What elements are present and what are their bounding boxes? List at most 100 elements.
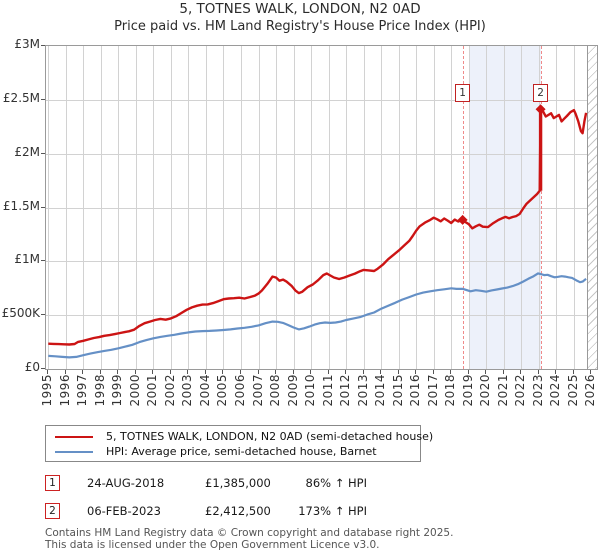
y-tickmark (41, 206, 45, 208)
x-tickmark (239, 370, 241, 374)
x-tickmark (310, 370, 312, 374)
x-tick-label: 2007 (250, 374, 265, 407)
x-tickmark (187, 370, 189, 374)
series-line (48, 108, 588, 346)
x-tick-label: 2006 (232, 374, 247, 407)
footer-line-2: This data is licensed under the Open Gov… (45, 538, 380, 551)
legend-line-blue (55, 450, 93, 453)
x-tick-label: 2020 (478, 374, 493, 407)
x-tickmark (222, 370, 224, 374)
x-tick-label: 2022 (513, 374, 528, 407)
x-tickmark (555, 370, 557, 374)
x-tick-label: 2008 (268, 374, 283, 407)
sale-row-2: 2 06-FEB-2023 £2,412,500 173% ↑ HPI (45, 503, 465, 521)
y-tick-label: £1M (14, 252, 40, 267)
x-tickmark (502, 370, 504, 374)
chart-subtitle: Price paid vs. HM Land Registry's House … (114, 19, 486, 34)
y-gridline (46, 99, 597, 101)
sale-1-vs-hpi: 86% ↑ HPI (305, 476, 367, 490)
x-tickmark (467, 370, 469, 374)
x-tick-label: 1999 (110, 374, 125, 407)
x-tick-label: 2004 (197, 374, 212, 407)
y-tickmark (41, 45, 45, 46)
sale-2-flag: 2 (45, 503, 60, 519)
x-tick-label: 1998 (92, 374, 107, 407)
x-tick-label: 2005 (215, 374, 230, 407)
legend-item-hpi: HPI: Average price, semi-detached house,… (46, 444, 420, 459)
x-tick-label: 1997 (75, 374, 90, 407)
sale-point-marker (457, 214, 468, 225)
y-tickmark (41, 152, 45, 154)
chart-title: 5, TOTNES WALK, LONDON, N2 0AD (179, 1, 421, 17)
x-tick-label: 2019 (460, 374, 475, 407)
x-tickmark (345, 370, 347, 374)
y-tickmark (41, 314, 45, 316)
y-tick-label: £0 (24, 360, 40, 374)
y-tickmark (41, 260, 45, 262)
y-gridline (46, 315, 597, 317)
sale-1-flag: 1 (45, 475, 60, 491)
y-tick-label: £2.5M (2, 90, 40, 105)
x-tickmark (572, 370, 574, 374)
x-tickmark (415, 370, 417, 374)
sale-flag-2: 2 (533, 84, 549, 102)
x-tickmark (204, 370, 206, 374)
y-gridline (46, 207, 597, 209)
footer-line-1: Contains HM Land Registry data © Crown c… (45, 527, 454, 539)
x-tickmark (134, 370, 136, 374)
x-tickmark (485, 370, 487, 374)
sale-point-marker (535, 104, 546, 115)
x-tick-label: 2014 (373, 374, 388, 407)
legend-label-price-paid: 5, TOTNES WALK, LONDON, N2 0AD (semi-det… (106, 430, 434, 443)
x-tick-label: 2026 (583, 374, 598, 407)
x-tickmark (432, 370, 434, 374)
x-tickmark (152, 370, 154, 374)
legend-line-red (55, 435, 93, 438)
copyright-footer: Contains HM Land Registry data © Crown c… (45, 527, 454, 551)
legend-item-price-paid: 5, TOTNES WALK, LONDON, N2 0AD (semi-det… (46, 429, 433, 444)
sale-date-dashed-line (462, 46, 464, 369)
y-tickmark (41, 368, 45, 369)
x-tickmark (362, 370, 364, 374)
x-tick-label: 2000 (127, 374, 142, 407)
y-tick-label: £3M (14, 37, 40, 51)
sale-row-1: 1 24-AUG-2018 £1,385,000 86% ↑ HPI (45, 475, 465, 493)
y-tick-label: £500K (1, 306, 40, 321)
y-gridline (46, 261, 597, 263)
price-series-svg (48, 104, 588, 359)
x-tickmark (82, 370, 84, 374)
x-tickmark (520, 370, 522, 374)
future-no-data-hatch (587, 46, 597, 369)
x-tickmark (590, 370, 592, 374)
x-tick-label: 2013 (355, 374, 370, 407)
x-tickmark (397, 370, 399, 374)
x-tickmark (117, 370, 119, 374)
x-tick-label: 1995 (40, 374, 55, 407)
x-tick-label: 2016 (408, 374, 423, 407)
x-tickmark (327, 370, 329, 374)
x-tick-label: 2002 (162, 374, 177, 407)
sale-1-price: £1,385,000 (205, 476, 271, 490)
x-tickmark (257, 370, 259, 374)
sale-1-date: 24-AUG-2018 (87, 476, 165, 490)
x-tickmark (450, 370, 452, 374)
sale-date-dashed-line (540, 46, 542, 369)
x-tick-label: 2003 (180, 374, 195, 407)
x-tickmark (64, 370, 66, 374)
x-tick-label: 2011 (320, 374, 335, 407)
sale-2-vs-hpi: 173% ↑ HPI (298, 504, 367, 518)
x-tickmark (99, 370, 101, 374)
x-tickmark (47, 370, 49, 374)
x-tickmark (380, 370, 382, 374)
sale-flag-1: 1 (455, 84, 471, 102)
y-tick-label: £1.5M (2, 198, 40, 213)
x-tick-label: 1996 (57, 374, 72, 407)
y-tickmark (41, 98, 45, 100)
x-tick-label: 2012 (338, 374, 353, 407)
x-tick-label: 2025 (565, 374, 580, 407)
x-tickmark (292, 370, 294, 374)
x-tickmark (275, 370, 277, 374)
x-tick-label: 2018 (443, 374, 458, 407)
